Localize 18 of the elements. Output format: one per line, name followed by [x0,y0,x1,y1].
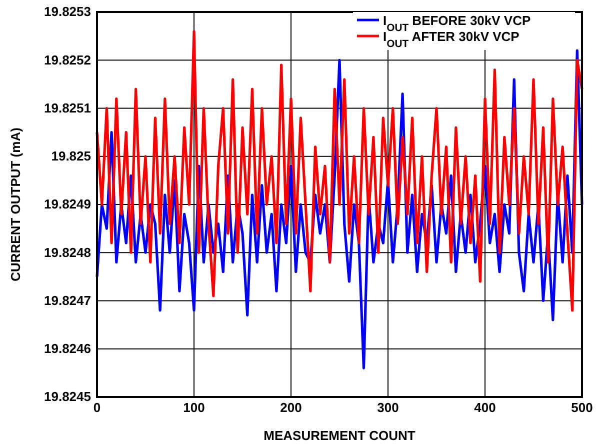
y-axis-title: CURRENT OUTPUT (mA) [8,128,23,282]
y-tick-label: 19.8246 [44,341,91,356]
x-tick-label: 200 [280,400,302,416]
y-tick-label: 19.825 [51,148,91,164]
x-axis-title: MEASUREMENT COUNT [264,428,416,443]
x-tick-label: 500 [571,400,593,416]
y-tick-label: 19.8248 [44,244,91,260]
x-tick-label: 400 [474,400,496,416]
y-tick-label: 19.8253 [44,4,91,20]
x-tick-label: 300 [377,400,399,416]
line-series [96,30,584,312]
y-tick-label: 19.8245 [44,389,91,404]
x-tick-label: 0 [93,400,101,416]
y-tick-label: 19.8249 [44,196,91,212]
y-tick-label: 19.8251 [44,100,91,116]
y-tick-label: 19.8252 [44,52,91,68]
x-tick-label: 100 [183,400,205,416]
y-tick-label: 19.8247 [44,292,91,308]
